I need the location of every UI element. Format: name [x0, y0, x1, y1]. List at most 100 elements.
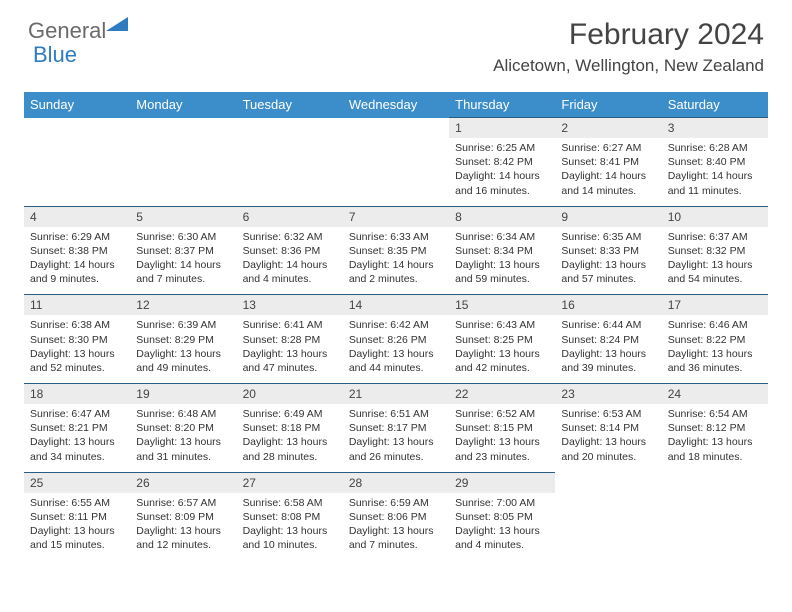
daylight-line: Daylight: 13 hours and 47 minutes.	[243, 347, 337, 375]
month-title: February 2024	[493, 18, 764, 52]
day-number-cell: 9	[555, 206, 661, 227]
sunrise-line: Sunrise: 6:30 AM	[136, 230, 230, 244]
daylight-line: Daylight: 13 hours and 28 minutes.	[243, 435, 337, 463]
logo-text-blue: Blue	[33, 42, 77, 67]
day-header: Thursday	[449, 92, 555, 118]
daylight-line: Daylight: 14 hours and 14 minutes.	[561, 169, 655, 197]
daylight-line: Daylight: 13 hours and 20 minutes.	[561, 435, 655, 463]
day-info-cell: Sunrise: 6:44 AMSunset: 8:24 PMDaylight:…	[555, 315, 661, 383]
day-info-cell: Sunrise: 6:52 AMSunset: 8:15 PMDaylight:…	[449, 404, 555, 472]
day-info-cell: Sunrise: 6:47 AMSunset: 8:21 PMDaylight:…	[24, 404, 130, 472]
day-info-cell: Sunrise: 7:00 AMSunset: 8:05 PMDaylight:…	[449, 493, 555, 561]
day-number-cell: 14	[343, 295, 449, 316]
sunset-line: Sunset: 8:30 PM	[30, 333, 124, 347]
daylight-line: Daylight: 13 hours and 54 minutes.	[668, 258, 762, 286]
day-info-cell	[555, 493, 661, 561]
sunset-line: Sunset: 8:18 PM	[243, 421, 337, 435]
day-number-cell: 12	[130, 295, 236, 316]
daylight-line: Daylight: 13 hours and 39 minutes.	[561, 347, 655, 375]
sunset-line: Sunset: 8:15 PM	[455, 421, 549, 435]
day-info-cell: Sunrise: 6:53 AMSunset: 8:14 PMDaylight:…	[555, 404, 661, 472]
sunset-line: Sunset: 8:05 PM	[455, 510, 549, 524]
day-header: Tuesday	[237, 92, 343, 118]
sunrise-line: Sunrise: 6:54 AM	[668, 407, 762, 421]
day-info-cell: Sunrise: 6:48 AMSunset: 8:20 PMDaylight:…	[130, 404, 236, 472]
sunrise-line: Sunrise: 6:34 AM	[455, 230, 549, 244]
day-number-cell: 25	[24, 472, 130, 493]
page-header: General February 2024 Alicetown, Welling…	[0, 0, 792, 84]
daylight-line: Daylight: 13 hours and 10 minutes.	[243, 524, 337, 552]
day-number-cell: 26	[130, 472, 236, 493]
sunset-line: Sunset: 8:42 PM	[455, 155, 549, 169]
sunset-line: Sunset: 8:06 PM	[349, 510, 443, 524]
sunset-line: Sunset: 8:35 PM	[349, 244, 443, 258]
day-info-cell	[130, 138, 236, 206]
sunrise-line: Sunrise: 6:38 AM	[30, 318, 124, 332]
sunrise-line: Sunrise: 6:42 AM	[349, 318, 443, 332]
sunrise-line: Sunrise: 6:49 AM	[243, 407, 337, 421]
sunrise-line: Sunrise: 6:55 AM	[30, 496, 124, 510]
daylight-line: Daylight: 13 hours and 52 minutes.	[30, 347, 124, 375]
day-info-cell: Sunrise: 6:54 AMSunset: 8:12 PMDaylight:…	[662, 404, 768, 472]
day-info-cell: Sunrise: 6:43 AMSunset: 8:25 PMDaylight:…	[449, 315, 555, 383]
sunrise-line: Sunrise: 6:41 AM	[243, 318, 337, 332]
day-number-cell	[130, 118, 236, 139]
day-number-cell	[24, 118, 130, 139]
sunset-line: Sunset: 8:28 PM	[243, 333, 337, 347]
sunrise-line: Sunrise: 6:57 AM	[136, 496, 230, 510]
day-number-cell	[343, 118, 449, 139]
day-info-cell: Sunrise: 6:41 AMSunset: 8:28 PMDaylight:…	[237, 315, 343, 383]
sunrise-line: Sunrise: 6:51 AM	[349, 407, 443, 421]
day-number-cell: 11	[24, 295, 130, 316]
day-number-cell: 10	[662, 206, 768, 227]
daylight-line: Daylight: 13 hours and 44 minutes.	[349, 347, 443, 375]
day-header: Wednesday	[343, 92, 449, 118]
day-header: Monday	[130, 92, 236, 118]
sunset-line: Sunset: 8:17 PM	[349, 421, 443, 435]
day-number-cell: 29	[449, 472, 555, 493]
sunrise-line: Sunrise: 6:32 AM	[243, 230, 337, 244]
daylight-line: Daylight: 13 hours and 34 minutes.	[30, 435, 124, 463]
daylight-line: Daylight: 13 hours and 36 minutes.	[668, 347, 762, 375]
sunrise-line: Sunrise: 6:35 AM	[561, 230, 655, 244]
sunrise-line: Sunrise: 6:43 AM	[455, 318, 549, 332]
sunset-line: Sunset: 8:40 PM	[668, 155, 762, 169]
sunset-line: Sunset: 8:14 PM	[561, 421, 655, 435]
day-info-cell: Sunrise: 6:57 AMSunset: 8:09 PMDaylight:…	[130, 493, 236, 561]
sunset-line: Sunset: 8:41 PM	[561, 155, 655, 169]
day-number-cell: 4	[24, 206, 130, 227]
day-number-cell: 5	[130, 206, 236, 227]
day-number-cell	[555, 472, 661, 493]
sunset-line: Sunset: 8:11 PM	[30, 510, 124, 524]
sunset-line: Sunset: 8:38 PM	[30, 244, 124, 258]
sunrise-line: Sunrise: 6:48 AM	[136, 407, 230, 421]
sunset-line: Sunset: 8:26 PM	[349, 333, 443, 347]
daylight-line: Daylight: 13 hours and 49 minutes.	[136, 347, 230, 375]
daylight-line: Daylight: 14 hours and 11 minutes.	[668, 169, 762, 197]
day-number-cell: 16	[555, 295, 661, 316]
daylight-line: Daylight: 13 hours and 31 minutes.	[136, 435, 230, 463]
day-number-cell: 23	[555, 384, 661, 405]
daylight-line: Daylight: 13 hours and 12 minutes.	[136, 524, 230, 552]
day-info-cell: Sunrise: 6:34 AMSunset: 8:34 PMDaylight:…	[449, 227, 555, 295]
sunrise-line: Sunrise: 6:59 AM	[349, 496, 443, 510]
day-info-cell: Sunrise: 6:28 AMSunset: 8:40 PMDaylight:…	[662, 138, 768, 206]
sunrise-line: Sunrise: 6:29 AM	[30, 230, 124, 244]
day-info-cell	[343, 138, 449, 206]
day-info-cell: Sunrise: 6:27 AMSunset: 8:41 PMDaylight:…	[555, 138, 661, 206]
day-number-cell: 6	[237, 206, 343, 227]
day-info-cell: Sunrise: 6:46 AMSunset: 8:22 PMDaylight:…	[662, 315, 768, 383]
day-header: Sunday	[24, 92, 130, 118]
day-info-cell	[662, 493, 768, 561]
day-info-cell	[237, 138, 343, 206]
sunrise-line: Sunrise: 6:46 AM	[668, 318, 762, 332]
day-number-cell: 24	[662, 384, 768, 405]
sunrise-line: Sunrise: 6:52 AM	[455, 407, 549, 421]
day-info-cell: Sunrise: 6:55 AMSunset: 8:11 PMDaylight:…	[24, 493, 130, 561]
sunset-line: Sunset: 8:36 PM	[243, 244, 337, 258]
sunset-line: Sunset: 8:08 PM	[243, 510, 337, 524]
sunset-line: Sunset: 8:33 PM	[561, 244, 655, 258]
daylight-line: Daylight: 14 hours and 7 minutes.	[136, 258, 230, 286]
sunset-line: Sunset: 8:12 PM	[668, 421, 762, 435]
day-info-cell: Sunrise: 6:51 AMSunset: 8:17 PMDaylight:…	[343, 404, 449, 472]
